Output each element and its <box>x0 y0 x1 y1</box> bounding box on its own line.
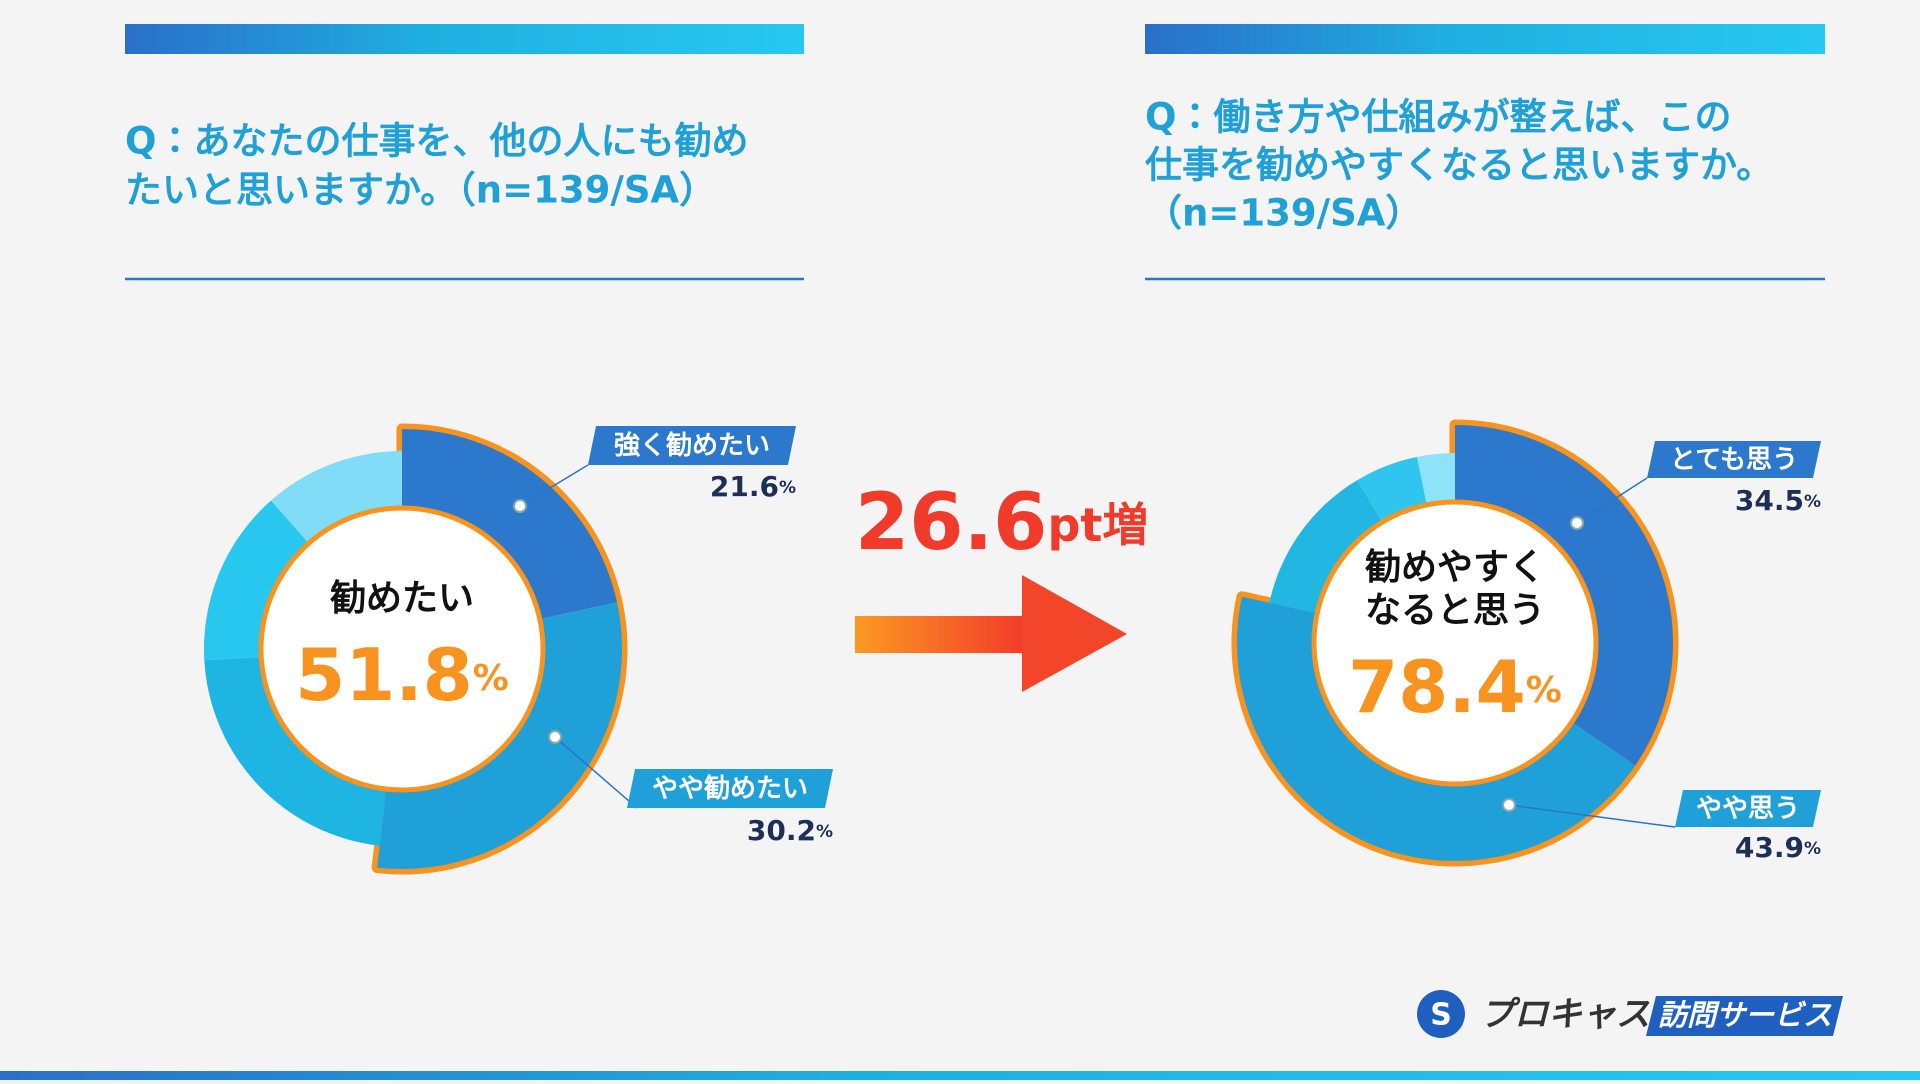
data-label: 43.9% <box>1735 831 1821 864</box>
donut-segment <box>1357 456 1427 523</box>
legend-label: やや勧めたい <box>652 774 808 804</box>
footer-bar <box>0 1071 1920 1080</box>
center-value: 51.8% <box>295 633 509 717</box>
arrow-shaft <box>855 616 1030 653</box>
annotation: 26.6pt増 <box>855 478 1148 568</box>
header-bar <box>1145 24 1825 54</box>
logo-badge <box>1646 996 1843 1036</box>
donut-segment <box>1455 425 1673 766</box>
donut-segment <box>204 656 387 846</box>
question-line: Q：あなたの仕事を、他の人にも勧め <box>125 120 748 163</box>
donut-segment <box>204 500 309 661</box>
leader-line <box>554 736 638 809</box>
donut-hole <box>258 505 546 793</box>
donut-segment <box>377 602 622 869</box>
logo-service: 訪問サービス <box>1658 998 1832 1032</box>
center-value: 78.4% <box>1348 645 1562 729</box>
question-line: Q：働き方や仕組みが整えば、この <box>1145 96 1731 139</box>
data-label: 21.6% <box>710 470 796 503</box>
center-label: 勧めたい <box>330 578 474 619</box>
donut-segment <box>271 451 402 544</box>
donut-segment <box>1237 596 1636 862</box>
question-line: （n=139/SA） <box>1145 192 1422 235</box>
data-label: 30.2% <box>747 814 833 847</box>
donut-hole <box>1311 499 1599 787</box>
donut-segment <box>402 429 617 620</box>
logo-icon <box>1417 990 1465 1038</box>
label-box <box>627 769 833 808</box>
label-box <box>1647 441 1821 478</box>
question-line: たいと思いますか。（n=139/SA） <box>125 169 716 212</box>
leader-line <box>1508 804 1676 828</box>
logo: S プロキャス 訪問サービス <box>1417 990 1843 1038</box>
logo-brand: プロキャス <box>1480 995 1650 1035</box>
data-label: 34.5% <box>1735 484 1821 517</box>
logo-icon-mark: S <box>1430 998 1452 1033</box>
donut-segment <box>1269 480 1383 614</box>
donut-chart: 勧めたい 51.8% 強く勧めたい 21.6% やや勧めたい 30.2% <box>204 423 833 875</box>
label-box <box>1675 790 1821 827</box>
leader-line <box>519 464 589 507</box>
label-box <box>588 426 796 465</box>
center-label: 勧めやすく <box>1365 547 1545 588</box>
leader-dot <box>548 730 562 744</box>
header-bar <box>125 24 804 54</box>
leader-dot <box>1570 516 1584 530</box>
leader-line <box>1576 477 1648 524</box>
legend-label: 強く勧めたい <box>614 430 770 461</box>
center-label: なると思う <box>1365 590 1545 631</box>
donut-segment <box>1417 453 1455 505</box>
arrow-head <box>1022 575 1127 692</box>
leader-dot <box>1502 798 1516 812</box>
question-line: 仕事を勧めやすくなると思いますか。 <box>1145 144 1773 187</box>
legend-label: やや思う <box>1696 794 1800 824</box>
leader-dot <box>513 499 527 513</box>
legend-label: とても思う <box>1670 445 1798 475</box>
